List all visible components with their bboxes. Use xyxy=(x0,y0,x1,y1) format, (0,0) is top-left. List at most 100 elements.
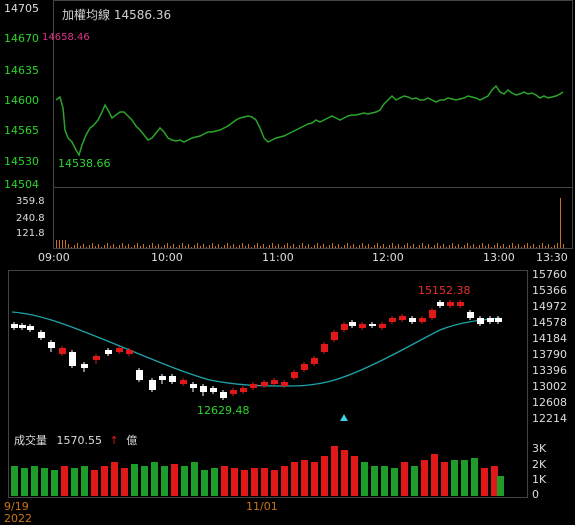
daily-volume-bar xyxy=(461,460,468,496)
intraday-price-line xyxy=(55,84,564,157)
intraday-volume-bar xyxy=(173,244,174,248)
intraday-volume-bar xyxy=(401,247,402,248)
intraday-volume-bar xyxy=(179,245,180,248)
intraday-volume-bar xyxy=(443,244,444,248)
candle-body xyxy=(457,302,464,306)
intraday-volume-bar xyxy=(434,245,435,248)
intraday-volume-bar xyxy=(311,247,312,248)
intraday-volume-bar xyxy=(455,246,456,248)
intraday-volume-bar xyxy=(491,247,492,248)
daily-volume-bar xyxy=(491,466,498,496)
intraday-volume-bar xyxy=(200,246,201,248)
intraday-volume-bar xyxy=(449,245,450,248)
candle-body xyxy=(437,302,444,306)
intraday-volume-bar xyxy=(140,246,141,248)
candle-body xyxy=(48,342,55,348)
intraday-volume-bar xyxy=(59,240,60,248)
time-tick: 10:00 xyxy=(151,251,183,264)
intraday-volume-bar xyxy=(461,247,462,248)
intraday-volume-bar xyxy=(251,247,252,248)
daily-volume-bar xyxy=(191,462,198,496)
intraday-volume-bar xyxy=(155,246,156,248)
volume-tick: 1K xyxy=(532,473,547,486)
intraday-volume-bar xyxy=(332,243,333,248)
intraday-volume-bar xyxy=(266,247,267,248)
candle-body xyxy=(180,380,187,384)
intraday-volume-bar xyxy=(329,245,330,248)
daily-volume-bar xyxy=(341,450,348,496)
candle-body xyxy=(429,310,436,318)
intraday-volume-bar xyxy=(479,245,480,248)
daily-volume-bar xyxy=(311,462,318,496)
intraday-volume-bar xyxy=(446,247,447,248)
intraday-volume-bar xyxy=(128,244,129,248)
volume-value: 1570.55 xyxy=(56,434,103,447)
y-tick: 12214 xyxy=(532,412,567,425)
daily-volume-bar xyxy=(121,468,128,496)
intraday-volume-bar xyxy=(299,245,300,248)
time-tick: 09:00 xyxy=(38,251,70,264)
daily-volume-bar xyxy=(391,468,398,496)
intraday-volume-bar xyxy=(368,244,369,248)
candle-body xyxy=(210,388,217,392)
daily-volume-bar xyxy=(241,470,248,496)
intraday-volume-bar xyxy=(86,247,87,248)
intraday-volume-bar xyxy=(80,246,81,248)
y-tick: 14504 xyxy=(4,178,39,191)
intraday-volume-bar xyxy=(338,244,339,248)
intraday-volume-bar xyxy=(521,247,522,248)
intraday-volume-bar xyxy=(413,244,414,248)
daily-volume-bar xyxy=(351,456,358,496)
reference-price-label: 14658.46 xyxy=(42,32,90,43)
daily-volume-bar xyxy=(497,476,504,496)
intraday-volume-bar xyxy=(440,246,441,248)
daily-high-label: 15152.38 xyxy=(418,284,471,297)
intraday-volume-bar xyxy=(323,244,324,248)
candle-body xyxy=(281,382,288,386)
intraday-volume-bar xyxy=(275,246,276,248)
intraday-volume-bar xyxy=(554,245,555,248)
intraday-volume-bar xyxy=(425,246,426,248)
intraday-volume-bar xyxy=(212,243,213,248)
daily-volume-bar xyxy=(451,460,458,496)
intraday-volume-bar xyxy=(452,243,453,248)
intraday-volume-bar xyxy=(296,247,297,248)
y-tick: 14972 xyxy=(532,300,567,313)
candle-body xyxy=(399,316,406,320)
daily-right-border xyxy=(527,270,528,498)
daily-volume-bar xyxy=(271,470,278,496)
daily-volume-bar xyxy=(371,466,378,496)
time-tick: 11:00 xyxy=(262,251,294,264)
candle-body xyxy=(379,324,386,328)
daily-volume-bar xyxy=(301,460,308,496)
intraday-volume-bar xyxy=(110,246,111,248)
candle-body xyxy=(467,312,474,318)
intraday-volume-bar xyxy=(122,243,123,248)
intraday-volume-bar xyxy=(164,245,165,248)
daily-volume-bar xyxy=(231,468,238,496)
intraday-volume-bar xyxy=(68,244,69,248)
intraday-volume-bar xyxy=(377,243,378,248)
intraday-volume-bar xyxy=(221,247,222,248)
candle-body xyxy=(261,382,268,386)
intraday-volume-bar xyxy=(92,243,93,248)
volume-title: 成交量 xyxy=(14,434,47,447)
y-tick: 12608 xyxy=(532,396,567,409)
intraday-volume-bar xyxy=(290,246,291,248)
daily-volume-bar xyxy=(21,468,28,496)
intraday-volume-bar xyxy=(305,246,306,248)
volume-unit: 億 xyxy=(126,434,138,447)
candle-body xyxy=(136,370,143,380)
intraday-volume-bar xyxy=(77,243,78,248)
intraday-volume-bar xyxy=(131,247,132,248)
intraday-volume-bar xyxy=(398,244,399,248)
daily-volume-bar xyxy=(41,468,48,496)
intraday-volume-bar xyxy=(98,244,99,248)
intraday-top-border xyxy=(53,0,573,1)
daily-volume-bar xyxy=(111,462,118,496)
daily-volume-bar xyxy=(201,470,208,496)
intraday-volume-bar xyxy=(362,243,363,248)
intraday-volume-bar xyxy=(278,244,279,248)
intraday-volume-bar xyxy=(542,243,543,248)
time-tick: 13:00 xyxy=(483,251,515,264)
